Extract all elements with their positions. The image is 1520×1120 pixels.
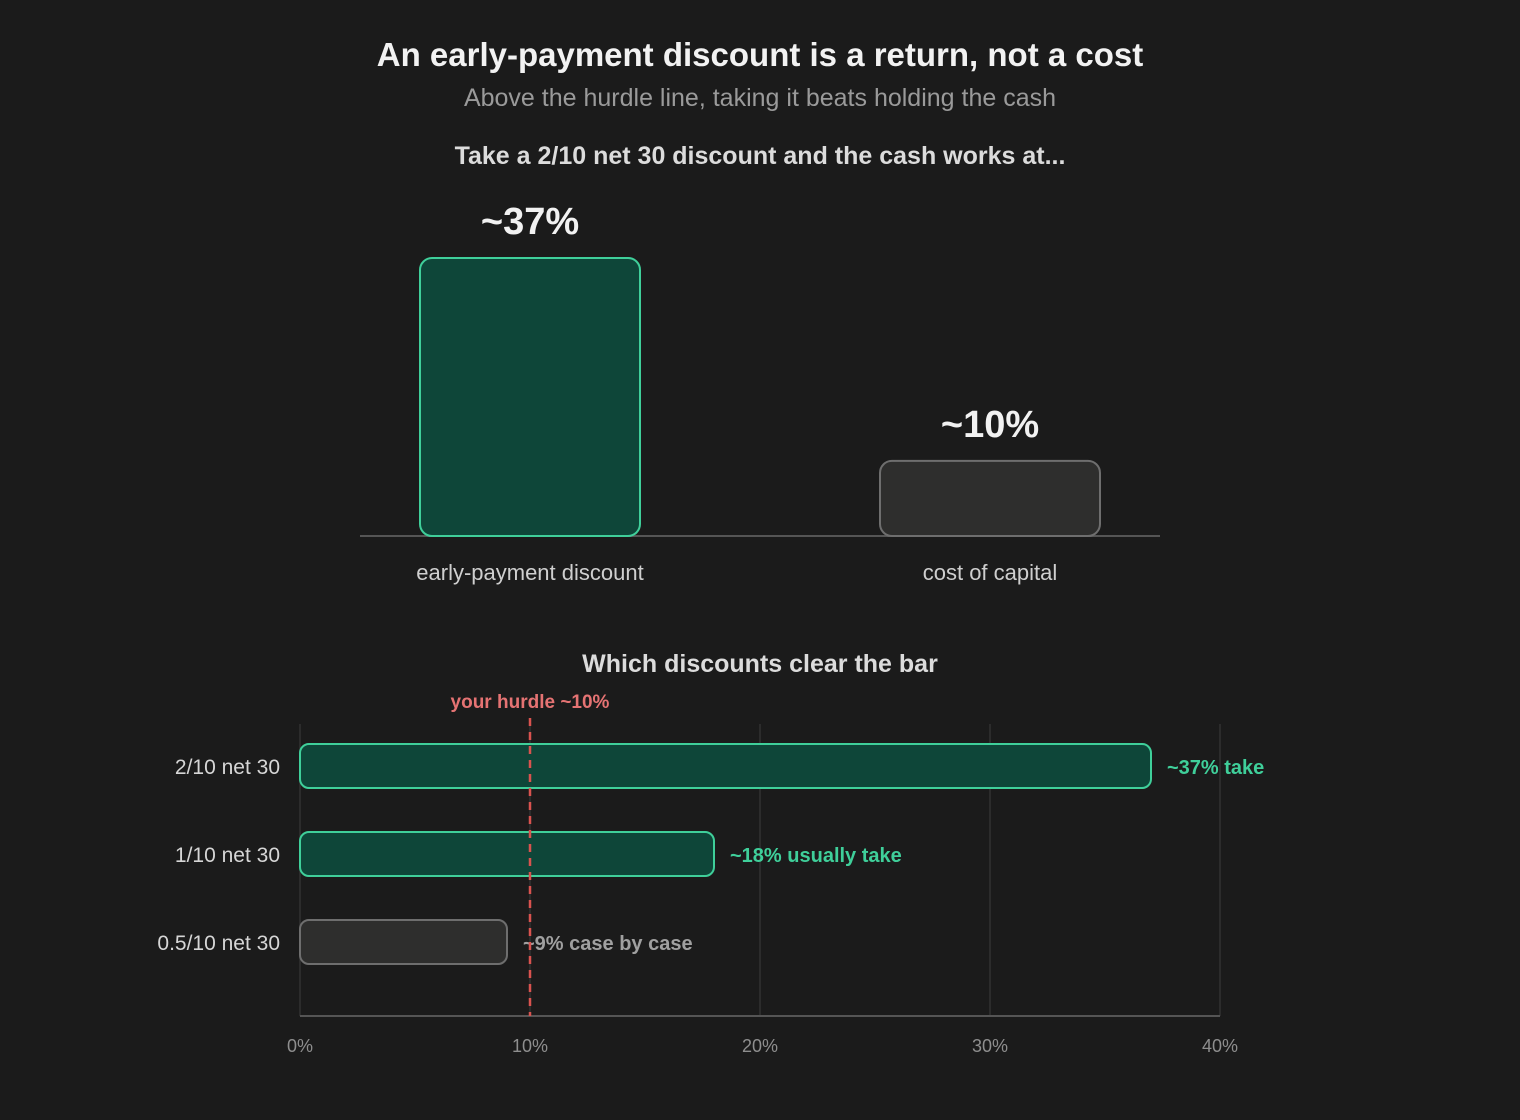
chart1-data-label-1: ~37% [481,201,579,243]
chart1-title: Take a 2/10 net 30 discount and the cash… [455,142,1066,170]
chart-title: An early-payment discount is a return, n… [376,36,1144,73]
chart2-xtick-label-30: 30% [972,1036,1008,1056]
chart2-category-label-3: 0.5/10 net 30 [157,932,280,955]
chart2-category-label-1: 2/10 net 30 [175,756,280,779]
chart2-bar-2 [299,831,715,877]
chart-subtitle: Above the hurdle line, taking it beats h… [463,84,1057,112]
hurdle-label: your hurdle ~10% [451,692,610,713]
chart2-bar-3 [299,919,508,965]
chart1-category-label-1: early-payment discount [416,560,643,585]
chart2-xtick-label-10: 10% [512,1036,548,1056]
chart2-data-label-3: ~9% case by case [523,933,693,955]
chart2-xtick-label-0: 0% [287,1036,313,1056]
chart1-bar-1 [419,257,641,537]
chart1-category-label-2: cost of capital [923,560,1058,585]
chart2-bar-1 [299,743,1152,789]
chart2-xtick-label-20: 20% [742,1036,778,1056]
chart2-xtick-label-40: 40% [1202,1036,1238,1056]
chart2-title: Which discounts clear the bar [582,650,938,678]
chart1-data-label-2: ~10% [941,404,1039,446]
chart1-bar-2 [879,459,1101,537]
chart2-data-label-2: ~18% usually take [730,845,902,867]
chart2-data-label-1: ~37% take [1167,757,1264,779]
chart2-category-label-2: 1/10 net 30 [175,844,280,867]
